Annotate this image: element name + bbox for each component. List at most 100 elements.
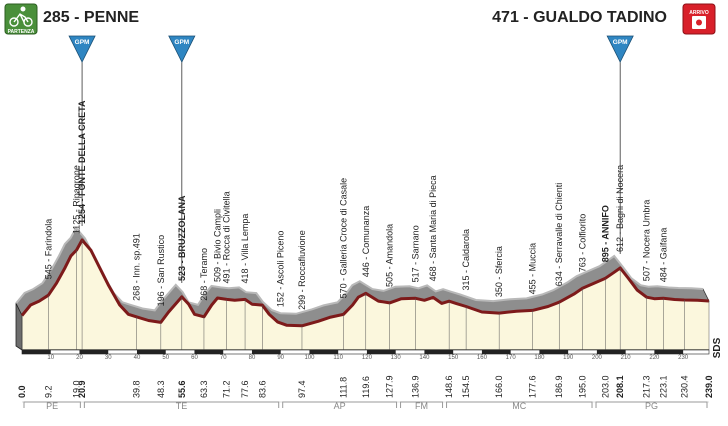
km-tick-label: 70 [220, 355, 227, 361]
profile-road-line [20, 238, 710, 328]
province-layer: PE TE AP FM MC PG [22, 401, 709, 411]
place-label: 196 - San Rustico [156, 235, 166, 307]
km-tick-label: 30 [105, 355, 112, 361]
km-label: 39.8 [131, 380, 141, 398]
gpm-triangle-icon [68, 35, 96, 63]
place-label: 152 - Ascoli Piceno [276, 231, 286, 308]
km-tick-label: 150 [448, 355, 459, 361]
place-label: 350 - Sfercia [494, 246, 504, 297]
km-tick-label: 140 [419, 355, 430, 361]
km-axis-segment [251, 350, 281, 354]
km-label: 166.0 [494, 375, 504, 398]
km-axis-segment [366, 350, 396, 354]
km-label: 55.6 [177, 380, 187, 398]
km-axis-segment [22, 350, 51, 354]
km-tick-label: 50 [162, 355, 169, 361]
header-layer: PARTENZA 285 - PENNE 471 - GUALDO TADINO… [4, 3, 716, 35]
km-label: 148.6 [444, 375, 454, 398]
km-label: 48.3 [156, 380, 166, 398]
province-label: PG [645, 401, 658, 411]
province-bracket [446, 401, 593, 408]
km-label: 97.4 [297, 380, 307, 398]
km-axis-segment [596, 350, 626, 354]
province-label: MC [512, 401, 526, 411]
province-label: FM [415, 401, 428, 411]
km-label: 217.3 [642, 375, 652, 398]
km-tick-label: 220 [649, 355, 660, 361]
km-label: 195.0 [578, 375, 588, 398]
start-title: 285 - PENNE [43, 9, 139, 26]
km-label: 154.5 [461, 375, 471, 398]
km-label: 9.2 [43, 385, 53, 398]
gpm-label: GPM [613, 39, 628, 46]
km-tick-label: 230 [678, 355, 689, 361]
place-label: 507 - Nocera Umbra [642, 200, 652, 282]
place-label: 484 - Gaifana [658, 228, 668, 283]
km-label: 136.9 [411, 375, 421, 398]
place-label: 895 - ANNIFO [601, 205, 611, 262]
gpm-triangle-icon [168, 35, 196, 63]
km-tick-label: 160 [477, 355, 488, 361]
km-axis-segment [309, 350, 339, 354]
km-tick-label: 110 [333, 355, 343, 361]
gpm-label: GPM [174, 39, 189, 46]
province-bracket [400, 401, 444, 408]
place-label: 268 - Teramo [199, 248, 209, 301]
province-bracket [595, 401, 708, 408]
gpm-markers-layer: GPM GPM GPM [68, 35, 634, 283]
province-label: TE [176, 401, 188, 411]
km-tick-label: 90 [277, 355, 284, 361]
province-label: AP [334, 401, 346, 411]
km-tick-label: 210 [621, 355, 632, 361]
gpm-label: GPM [75, 39, 90, 46]
km-label: 223.1 [658, 375, 668, 398]
place-label: 517 - Sarnano [411, 225, 421, 282]
place-label: 468 - Santa Maria di Pieca [428, 175, 438, 281]
km-tick-label: 60 [191, 355, 198, 361]
km-tick-label: 200 [592, 355, 603, 361]
province-bracket [23, 401, 81, 408]
km-tick-label: 180 [534, 355, 545, 361]
km-axis-segment [79, 350, 109, 354]
km-label: 83.6 [257, 380, 267, 398]
km-tick-label: 170 [506, 355, 517, 361]
km-tick-label: 120 [362, 355, 373, 361]
km-label: 177.6 [528, 375, 538, 398]
km-label: 239.0 [704, 375, 714, 398]
km-label: 203.0 [601, 375, 611, 398]
place-label: 491 - Rocca di Civitella [222, 191, 232, 283]
km-axis-segment [481, 350, 511, 354]
km-label: 119.6 [361, 376, 371, 398]
guide-lines-layer [21, 240, 710, 350]
profile-layer [15, 226, 710, 351]
km-label: 0.0 [17, 385, 27, 398]
km-label: 186.9 [554, 375, 564, 398]
gpm-triangle-icon [606, 35, 634, 63]
place-label: 545 - Farindola [43, 219, 53, 280]
km-tick-label: 20 [76, 355, 83, 361]
km-tick-label: 10 [47, 355, 54, 361]
km-axis-segment [539, 350, 569, 354]
finish-badge-label: ARRIVO [689, 10, 709, 16]
km-label: 111.8 [338, 377, 348, 398]
km-tick-label: 100 [304, 355, 315, 361]
km-label: 77.6 [240, 380, 250, 398]
place-label: 763 - Colfiorito [578, 214, 588, 273]
place-label: 505 - Amandola [385, 224, 395, 287]
place-label: 418 - Villa Lempa [240, 214, 250, 284]
km-axis-segment [424, 350, 454, 354]
place-label: 299 - Roccafluvione [297, 230, 307, 310]
province-label: PE [46, 401, 58, 411]
place-label: 315 - Caldarola [461, 229, 471, 291]
km-label: 63.3 [199, 380, 209, 398]
place-label: 455 - Muccia [528, 243, 538, 295]
place-label: 446 - Comunanza [361, 206, 371, 278]
km-tick-label: 80 [249, 355, 256, 361]
km-label: 71.2 [222, 380, 232, 398]
km-tick-label: 40 [134, 355, 141, 361]
place-label: 634 - Serravalle di Chienti [554, 183, 564, 287]
km-label: 19.0 [72, 380, 82, 398]
cyclist-icon [9, 6, 33, 27]
